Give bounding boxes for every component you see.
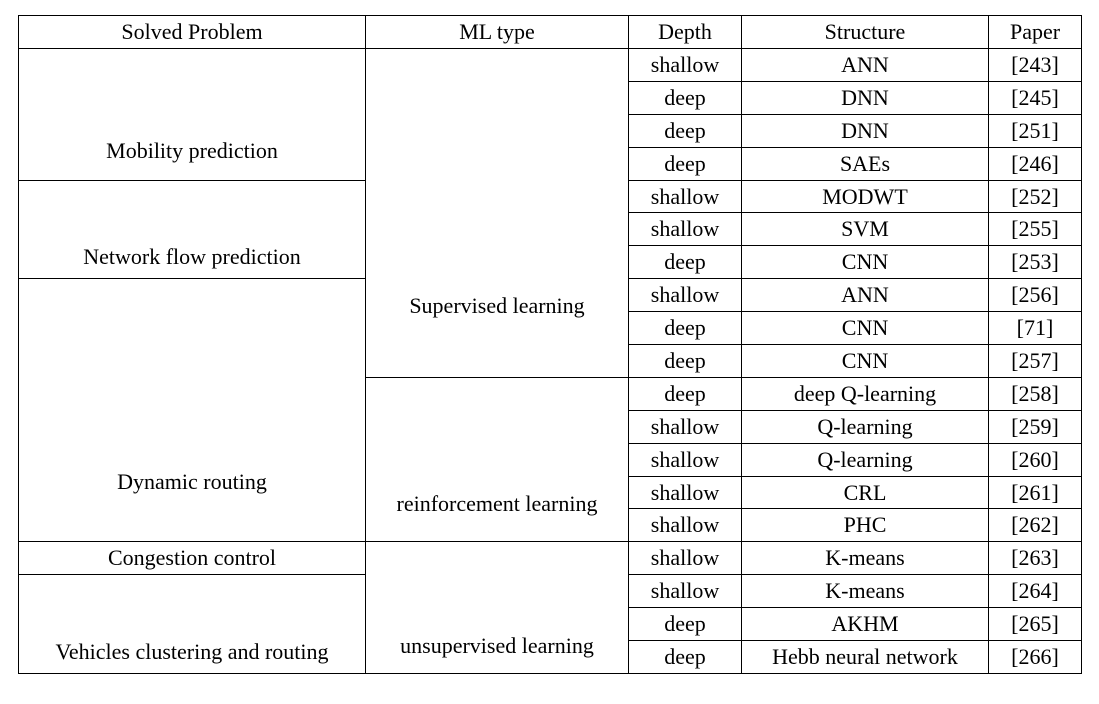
structure-cell: AKHM <box>741 607 989 642</box>
table-row: deep CNN [253] <box>19 245 1082 280</box>
depth-cell: deep <box>628 607 742 642</box>
table-row: deep CNN [71] <box>19 311 1082 346</box>
paper-cell: [246] <box>988 146 1082 181</box>
table-row: shallow SVM [255] <box>19 212 1082 247</box>
problem-network-flow-prediction: Network flow prediction <box>18 179 366 280</box>
structure-cell: DNN <box>741 113 989 148</box>
table-row: Network flow prediction shallow MODWT [2… <box>18 179 1082 280</box>
header-paper: Paper <box>988 15 1082 49</box>
structure-cell: CNN <box>741 344 989 378</box>
paper-cell: [266] <box>988 640 1082 674</box>
header-ml-type: ML type <box>365 15 629 49</box>
problem-vehicles-clustering-routing: Vehicles clustering and routing <box>18 574 366 674</box>
header-solved-problem: Solved Problem <box>18 15 366 49</box>
depth-cell: deep <box>628 146 742 181</box>
table-row: Mobility prediction Supervised learning … <box>18 48 1082 378</box>
structure-cell: CRL <box>741 475 989 510</box>
depth-cell: shallow <box>628 278 742 313</box>
structure-cell: Q-learning <box>741 442 989 477</box>
depth-cell: shallow <box>628 442 742 477</box>
paper-cell: [259] <box>988 409 1082 444</box>
table-row: deep CNN [257] <box>19 344 1082 378</box>
paper-cell: [263] <box>988 541 1082 576</box>
problem-dynamic-routing: Dynamic routing <box>18 278 366 543</box>
table-row: deep AKHM [265] <box>19 607 1082 642</box>
structure-cell: Hebb neural network <box>741 640 989 674</box>
table-row: deep DNN [251] <box>19 113 1082 148</box>
depth-cell: shallow <box>628 475 742 510</box>
paper-cell: [261] <box>988 475 1082 510</box>
structure-cell: ANN <box>741 278 989 313</box>
ml-type-unsupervised: unsupervised learning <box>365 541 629 674</box>
ml-type-supervised: Supervised learning <box>365 48 629 378</box>
paper-cell: [245] <box>988 80 1082 115</box>
table-row: Vehicles clustering and routing shallow … <box>18 574 1082 674</box>
header-structure: Structure <box>741 15 989 49</box>
structure-cell: CNN <box>741 245 989 280</box>
structure-cell: Q-learning <box>741 409 989 444</box>
table-row: deep DNN [245] <box>19 80 1082 115</box>
paper-cell: [252] <box>988 179 1082 214</box>
depth-cell: deep <box>628 640 742 674</box>
problem-mobility-prediction: Mobility prediction <box>18 48 366 181</box>
paper-cell: [251] <box>988 113 1082 148</box>
structure-cell: SVM <box>741 212 989 247</box>
paper-cell: [71] <box>988 311 1082 346</box>
depth-cell: shallow <box>628 212 742 247</box>
table-row: deep Hebb neural network [266] <box>19 640 1082 674</box>
table-header-row: Solved Problem ML type Depth Structure P… <box>18 15 1082 49</box>
depth-cell: deep <box>628 245 742 280</box>
ml-survey-table: Solved Problem ML type Depth Structure P… <box>18 15 1082 674</box>
depth-cell: shallow <box>628 541 742 576</box>
paper-cell: [255] <box>988 212 1082 247</box>
depth-cell: shallow <box>628 48 742 82</box>
paper-cell: [256] <box>988 278 1082 313</box>
paper-cell: [265] <box>988 607 1082 642</box>
depth-cell: shallow <box>628 574 742 609</box>
depth-cell: shallow <box>628 508 742 543</box>
paper-cell: [262] <box>988 508 1082 543</box>
ml-type-reinforcement: reinforcement learning <box>365 376 629 543</box>
depth-cell: deep <box>628 376 742 411</box>
structure-cell: ANN <box>741 48 989 82</box>
paper-cell: [258] <box>988 376 1082 411</box>
paper-cell: [257] <box>988 344 1082 378</box>
depth-cell: shallow <box>628 179 742 214</box>
structure-cell: K-means <box>741 574 989 609</box>
depth-cell: deep <box>628 311 742 346</box>
paper-cell: [260] <box>988 442 1082 477</box>
table-row: Congestion control unsupervised learning… <box>18 541 1082 674</box>
structure-cell: MODWT <box>741 179 989 214</box>
structure-cell: SAEs <box>741 146 989 181</box>
paper-cell: [253] <box>988 245 1082 280</box>
paper-cell: [264] <box>988 574 1082 609</box>
table-row: shallow PHC [262] <box>19 508 1082 543</box>
depth-cell: shallow <box>628 409 742 444</box>
table-row: deep SAEs [246] <box>19 146 1082 181</box>
structure-cell: K-means <box>741 541 989 576</box>
table-row: Dynamic routing shallow ANN [256] <box>18 278 1082 543</box>
problem-congestion-control: Congestion control <box>18 541 366 576</box>
table-row: reinforcement learning deep deep Q-learn… <box>19 376 1082 543</box>
structure-cell: PHC <box>741 508 989 543</box>
depth-cell: deep <box>628 113 742 148</box>
header-depth: Depth <box>628 15 742 49</box>
structure-cell: DNN <box>741 80 989 115</box>
depth-cell: deep <box>628 344 742 378</box>
structure-cell: deep Q-learning <box>741 376 989 411</box>
structure-cell: CNN <box>741 311 989 346</box>
depth-cell: deep <box>628 80 742 115</box>
paper-cell: [243] <box>988 48 1082 82</box>
